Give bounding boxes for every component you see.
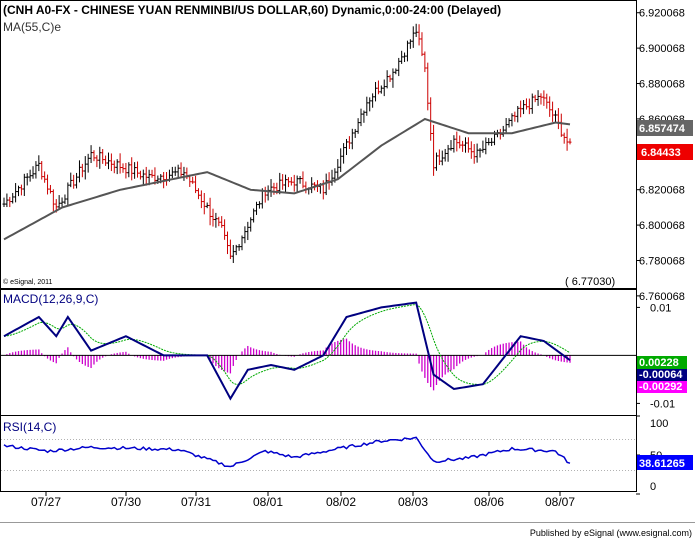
rsi-panel-frame: [0, 415, 637, 492]
footer-credit: Published by eSignal (www.esignal.com): [530, 528, 692, 538]
low-price-label: ( 6.77030): [565, 276, 615, 288]
x-axis-label: 07/31: [181, 495, 211, 509]
rsi-axis-label: 100: [650, 418, 668, 430]
ma-value-tag-bg: [637, 120, 693, 136]
macd-value-tag: -0.00064: [639, 369, 683, 381]
price-axis-label: 6.900068: [639, 43, 685, 55]
price-axis-label: 6.780068: [639, 255, 685, 267]
last-value-tag: 6.84433: [641, 147, 681, 159]
macd-signal-line: [3, 303, 571, 385]
macd-axis-label: 0.01: [650, 302, 671, 314]
x-axis-label: 08/01: [253, 495, 283, 509]
hist-value-tag: -0.00292: [639, 381, 682, 393]
copyright-label: © eSignal, 2011: [3, 278, 53, 286]
x-axis-label: 08/02: [326, 495, 356, 509]
macd-series-group: [1, 301, 636, 401]
rsi-line: [3, 436, 571, 468]
ma-label: MA(55,C)e: [3, 20, 61, 34]
rsi-label: RSI(14,C): [3, 420, 56, 434]
ma-line: [3, 117, 571, 241]
price-axis-label: 6.760068: [639, 291, 685, 303]
price-axis-label: 6.880068: [639, 79, 685, 91]
x-axis-label: 07/30: [111, 495, 141, 509]
axes-group: 6.9200686.9000686.8800686.8600686.840068…: [0, 8, 695, 523]
x-axis-label: 07/27: [31, 495, 61, 509]
x-axis-label: 08/07: [545, 495, 575, 509]
price-axis-label: 6.800068: [639, 220, 685, 232]
macd-value-tag-bg: [637, 369, 687, 381]
rsi-series-group: [1, 436, 636, 471]
x-axis-label: 08/06: [474, 495, 504, 509]
signal-value-tag: 0.00228: [639, 357, 679, 369]
price-panel-frame: [0, 0, 637, 289]
rsi-axis-label: 0: [650, 481, 656, 493]
price-axis-label: 6.920068: [639, 8, 685, 20]
macd-axis-label: -0.01: [650, 398, 675, 410]
macd-panel-frame: [0, 289, 637, 416]
rsi-value-tag-bg: [637, 455, 693, 470]
signal-value-tag-bg: [637, 356, 687, 369]
last-value-tag-bg: [637, 144, 693, 160]
ma-value-tag: 6.857474: [639, 123, 686, 135]
hist-value-tag-bg: [637, 381, 687, 393]
price-series-group: [2, 23, 572, 263]
chart-title: (CNH A0-FX - CHINESE YUAN RENMINBI/US DO…: [3, 3, 501, 17]
price-axis-label: 6.820068: [639, 185, 685, 197]
x-axis-label: 08/03: [398, 495, 428, 509]
rsi-value-tag: 38.61265: [639, 458, 685, 470]
macd-line: [3, 301, 571, 401]
macd-label: MACD(12,26,9,C): [3, 292, 98, 306]
